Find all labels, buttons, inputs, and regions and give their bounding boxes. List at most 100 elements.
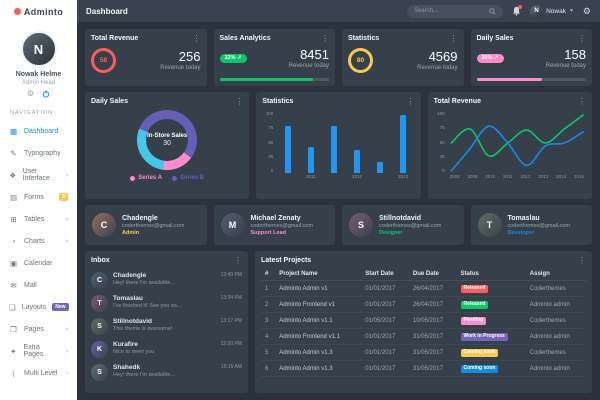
x-tick-label: 2010: [485, 174, 496, 179]
kebab-menu-icon[interactable]: ⋮: [578, 34, 586, 43]
legend-dot-icon: [172, 175, 178, 181]
sidebar-item-forms[interactable]: ▤ Forms 9: [0, 186, 77, 208]
stat-card-statistics: Statistics ⋮ 80 4569 Revenue today: [342, 29, 464, 86]
cell-project-name: Adminto Frontend v1.1: [275, 328, 362, 345]
kebab-menu-icon[interactable]: ⋮: [234, 256, 242, 265]
stat-subtitle: Revenue today: [545, 63, 586, 70]
chevron-down-icon: ▼: [568, 8, 574, 14]
layouts-icon: ❏: [9, 302, 16, 312]
chart-title: Total Revenue: [433, 98, 481, 105]
chevron-right-icon: ›: [65, 237, 68, 245]
multi-level-icon: ⟨: [12, 368, 15, 378]
column-header: Assign: [525, 268, 586, 281]
inbox-message[interactable]: S Stillnotdavid This theme is awesome! 13:1…: [91, 315, 242, 338]
search-icon: [489, 7, 496, 15]
settings-icon[interactable]: ⚙: [26, 89, 35, 98]
sidebar-item-typography[interactable]: ✎ Typography: [0, 142, 77, 164]
inbox-message[interactable]: K Kurafire Nice to meet you 12:20 PM: [91, 338, 242, 361]
member-role: Support Lead: [250, 229, 286, 236]
cell-assign: Adminto admin: [525, 296, 586, 313]
app-logo[interactable]: Adminto: [0, 0, 77, 23]
kebab-menu-icon[interactable]: ⋮: [449, 34, 458, 43]
avatar: T: [477, 213, 502, 237]
message-sender: Shahedk: [113, 364, 141, 371]
cell-status: Work in Progress: [456, 328, 526, 345]
stat-card-title: Total Revenue: [91, 35, 139, 42]
stat-subtitle: Revenue today: [417, 65, 458, 72]
kebab-menu-icon[interactable]: ⋮: [577, 97, 586, 106]
inbox-message[interactable]: C Chadengle Hey! there I'm available... 13:…: [91, 269, 242, 292]
power-icon[interactable]: [42, 90, 50, 98]
settings-button[interactable]: ⚙: [582, 5, 591, 16]
stat-value: 158: [564, 47, 586, 62]
sidebar-item-pages[interactable]: ❐ Pages ›: [0, 318, 77, 340]
message-sender: Tomaslau: [113, 295, 143, 302]
sidebar-item-label: Tables: [24, 215, 45, 223]
table-row: 3 Adminto Admin v1.1 01/05/2017 10/05/2017 P…: [261, 312, 586, 329]
column-header: #: [261, 268, 276, 281]
inbox-message[interactable]: S Shahedk Hey! there I'm available... 10:15…: [91, 361, 242, 384]
status-badge: Released: [460, 284, 489, 293]
legend-dot-icon: [130, 175, 136, 181]
kebab-menu-icon[interactable]: ⋮: [321, 34, 329, 43]
table-row: 5 Adminto Admin v1.3 01/01/2017 31/05/2017 C…: [261, 344, 586, 361]
notification-badge: [518, 5, 523, 9]
donut-chart: In-Store Sales 30: [137, 110, 198, 170]
sidebar-item-extra-pages[interactable]: ✦ Extra Pages ›: [0, 340, 77, 362]
x-tick-label: 2011: [306, 174, 316, 179]
sidebar-item-multi-level[interactable]: ⟨ Multi Level ›: [0, 362, 77, 384]
search-input[interactable]: Search...: [407, 4, 504, 18]
nav-badge: New: [52, 303, 69, 311]
avatar: C: [91, 272, 108, 289]
series-blue-line: [450, 125, 584, 172]
x-tick-label: 2014: [556, 174, 567, 179]
cell-assign: Adminto admin: [525, 360, 586, 377]
bar-series-bar: [284, 126, 291, 173]
cell-start-date: 01/05/2017: [361, 312, 409, 329]
forms-icon: ▤: [9, 192, 18, 202]
user-interface-icon: ❖: [9, 170, 17, 180]
line-chart-svg: [450, 114, 584, 172]
kebab-menu-icon[interactable]: ⋮: [406, 97, 415, 106]
member-email: coderthemes@gmail.com: [379, 222, 442, 229]
stat-value: 8451: [300, 47, 329, 62]
member-name: Chadengle: [122, 214, 158, 222]
x-tick-label: 2012: [351, 174, 362, 179]
sidebar-item-mail[interactable]: ✉ Mail: [0, 274, 77, 296]
kebab-menu-icon[interactable]: ⋮: [192, 34, 201, 43]
column-header: Start Date: [361, 268, 409, 281]
sidebar-item-charts[interactable]: ◔ Charts ›: [0, 230, 77, 252]
chart-title: Statistics: [262, 98, 294, 105]
x-tick-label: 2011: [503, 174, 513, 179]
sidebar-item-label: Typography: [24, 149, 61, 157]
stat-value: 256: [178, 48, 201, 64]
sidebar-item-user-interface[interactable]: ❖ User Interface ›: [0, 164, 77, 186]
sidebar-nav: ▦ Dashboard ✎ Typography ❖ User Interface › ▤ Fo…: [0, 120, 77, 384]
cell-due-date: 10/05/2017: [408, 312, 457, 329]
y-tick-label: 100: [265, 111, 274, 116]
sidebar-item-tables[interactable]: ⊞ Tables ›: [0, 208, 77, 230]
cell-start-date: 01/01/2017: [361, 296, 409, 313]
avatar: S: [91, 364, 108, 381]
user-menu[interactable]: N Nowak ▼: [530, 4, 574, 18]
inbox-message[interactable]: T Tomaslau I've finished it! See you so...…: [91, 292, 242, 315]
sidebar-item-layouts[interactable]: ❏ Layouts New: [0, 296, 77, 318]
sidebar-item-label: Layouts: [21, 303, 47, 311]
stat-card-title: Sales Analytics: [219, 35, 271, 42]
notifications-button[interactable]: [512, 5, 523, 16]
member-name: Michael Zenaty: [250, 214, 301, 222]
member-email: coderthemes@gmail.com: [122, 222, 185, 229]
kebab-menu-icon[interactable]: ⋮: [235, 97, 244, 106]
x-tick-label: 2015: [573, 174, 584, 179]
member-role: Admin: [122, 229, 140, 236]
sidebar-item-label: Pages: [24, 325, 44, 333]
cell-project-name: Adminto Frontend v1: [275, 296, 362, 313]
chart-cards-row: Daily Sales ⋮ In-Store Sales 30 Series A Seri…: [85, 92, 592, 199]
bar-series-bar: [307, 147, 314, 173]
column-header: Project Name: [275, 268, 362, 281]
user-menu-name: Nowak: [546, 7, 566, 15]
sidebar-item-dashboard[interactable]: ▦ Dashboard: [0, 120, 77, 142]
kebab-menu-icon[interactable]: ⋮: [578, 256, 586, 265]
avatar: T: [91, 295, 108, 312]
sidebar-item-calendar[interactable]: ▣ Calendar: [0, 252, 77, 274]
